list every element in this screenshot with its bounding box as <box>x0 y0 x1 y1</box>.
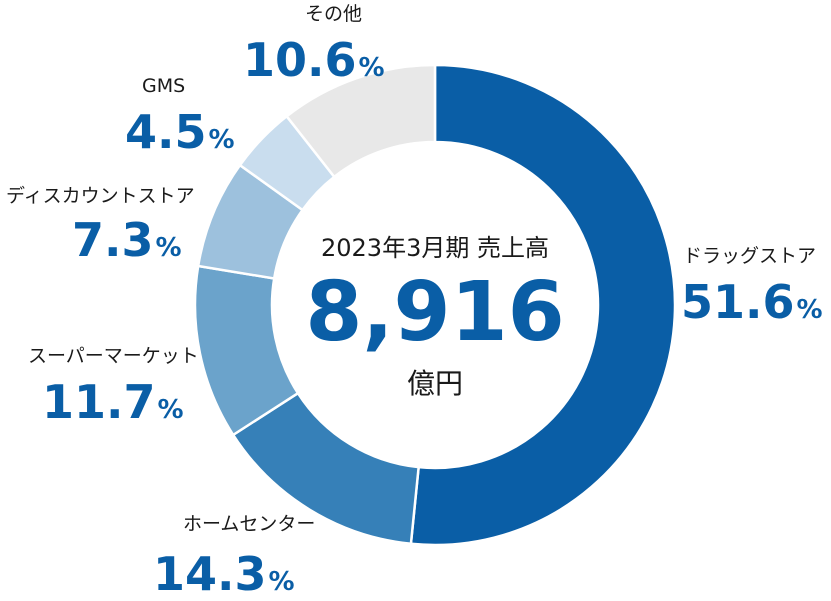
label-gms: GMS <box>142 75 185 97</box>
value-discount-store: 7.3% <box>72 213 182 267</box>
slice-other <box>284 63 437 179</box>
value-drugstore: 51.6% <box>681 275 823 329</box>
value-home-center-number: 14.3 <box>153 547 267 601</box>
value-supermarket-number: 11.7 <box>42 375 156 429</box>
value-discount-store-percent: % <box>156 233 182 263</box>
value-home-center: 14.3% <box>153 547 295 601</box>
label-discount-store: ディスカウントストア <box>6 185 195 207</box>
value-gms: 4.5% <box>125 105 235 159</box>
donut-slices <box>193 63 677 547</box>
label-other: その他 <box>305 3 362 25</box>
value-drugstore-percent: % <box>797 295 823 325</box>
value-other-number: 10.6 <box>243 33 357 87</box>
total-sales-unit: 億円 <box>407 367 463 400</box>
value-gms-number: 4.5 <box>125 105 207 159</box>
slice-drugstore <box>409 63 677 547</box>
label-home-center: ホームセンター <box>183 513 315 535</box>
label-supermarket: スーパーマーケット <box>28 345 199 367</box>
value-other: 10.6% <box>243 33 385 87</box>
value-gms-percent: % <box>209 125 235 155</box>
value-home-center-percent: % <box>269 567 295 597</box>
value-supermarket: 11.7% <box>42 375 184 429</box>
chart-title: 2023年3月期 売上高 <box>321 234 549 262</box>
value-other-percent: % <box>359 53 385 83</box>
value-supermarket-percent: % <box>158 395 184 425</box>
value-discount-store-number: 7.3 <box>72 213 154 267</box>
label-drugstore: ドラッグストア <box>683 245 816 267</box>
total-sales-value: 8,916 <box>305 265 564 360</box>
value-drugstore-number: 51.6 <box>681 275 795 329</box>
